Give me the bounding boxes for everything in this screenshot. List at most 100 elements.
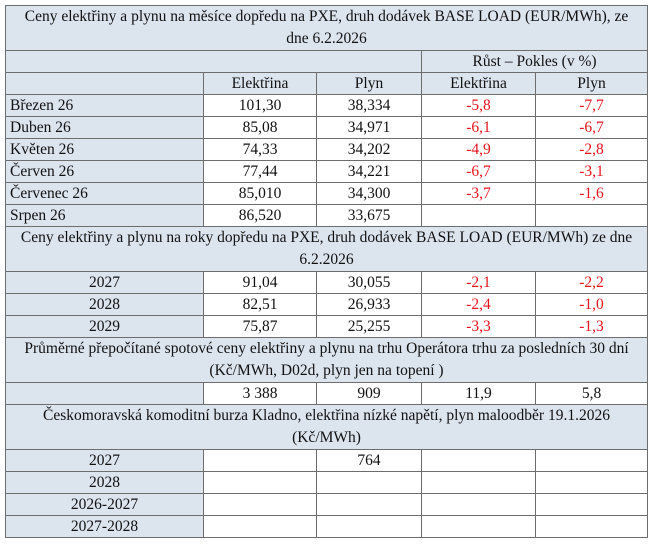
row-label: 2027 (5, 449, 204, 472)
change-cell (421, 471, 536, 494)
column-header: Elektřina (203, 72, 317, 95)
table-row: 3 388 909 11,9 5,8 (5, 382, 649, 405)
table-row: Českomoravská komoditní burza Kladno, el… (4, 404, 649, 450)
change-cell: -7,7 (534, 94, 649, 117)
column-header: Plyn (316, 72, 422, 95)
table-row: Srpen 26 86,520 33,675 (5, 204, 649, 227)
value-cell: 86,520 (203, 204, 317, 227)
row-label: 2028 (5, 471, 204, 494)
change-cell (421, 449, 536, 472)
change-cell: -6,7 (534, 116, 649, 139)
value-cell (203, 515, 317, 538)
row-label: 2027 (5, 271, 204, 294)
row-label: Duben 26 (5, 116, 204, 139)
value-cell: 85,010 (203, 182, 317, 205)
change-cell (421, 204, 536, 227)
value-cell: 85,08 (203, 116, 317, 139)
change-cell: -2,2 (534, 271, 649, 294)
row-label: Červen 26 (5, 160, 204, 183)
value-cell: 3 388 (203, 382, 317, 405)
change-cell: -2,4 (421, 293, 536, 316)
table-row: Duben 26 85,08 34,971 -6,1 -6,7 (5, 116, 649, 139)
value-cell: 909 (316, 382, 422, 405)
change-cell: -3,7 (421, 182, 536, 205)
table-row: Průměrné přepočítané spotové ceny elektř… (4, 337, 649, 383)
price-table: Ceny elektřiny a plynu na měsíce dopředu… (4, 5, 649, 538)
change-cell: -6,1 (421, 116, 536, 139)
change-cell (421, 493, 536, 516)
row-label: Květen 26 (5, 138, 204, 161)
change-cell: -2,8 (534, 138, 649, 161)
value-cell: 75,87 (203, 315, 317, 338)
row-label: 2026-2027 (5, 493, 204, 516)
value-cell (203, 471, 317, 494)
value-cell: 38,334 (316, 94, 422, 117)
column-header: Elektřina (421, 72, 536, 95)
row-label (5, 382, 204, 405)
value-cell (316, 471, 422, 494)
value-cell: 30,055 (316, 271, 422, 294)
row-label: Srpen 26 (5, 204, 204, 227)
value-cell: 74,33 (203, 138, 317, 161)
value-cell (203, 493, 317, 516)
column-header: Plyn (534, 72, 649, 95)
change-cell: -1,6 (534, 182, 649, 205)
header-cell (5, 50, 422, 73)
change-cell: 5,8 (534, 382, 649, 405)
value-cell: 25,255 (316, 315, 422, 338)
row-label: Červenec 26 (5, 182, 204, 205)
table-row: 2029 75,87 25,255 -3,3 -1,3 (5, 315, 649, 338)
table-row: 2027-2028 (5, 515, 649, 538)
change-cell (534, 493, 649, 516)
change-cell: -1,0 (534, 293, 649, 316)
table-row: Ceny elektřiny a plynu na měsíce dopředu… (4, 5, 649, 51)
value-cell: 82,51 (203, 293, 317, 316)
value-cell (316, 493, 422, 516)
change-cell: -5,8 (421, 94, 536, 117)
value-cell: 101,30 (203, 94, 317, 117)
change-cell (534, 471, 649, 494)
value-cell: 26,933 (316, 293, 422, 316)
table-row: Ceny elektřiny a plynu na roky dopředu n… (4, 226, 649, 272)
change-cell: -6,7 (421, 160, 536, 183)
value-cell: 34,202 (316, 138, 422, 161)
table-row: Červen 26 77,44 34,221 -6,7 -3,1 (5, 160, 649, 183)
table-row: Růst – Pokles (v %) (5, 50, 649, 73)
section-title: Českomoravská komoditní burza Kladno, el… (4, 404, 649, 450)
table-row: Červenec 26 85,010 34,300 -3,7 -1,6 (5, 182, 649, 205)
table-row: Elektřina Plyn Elektřina Plyn (5, 72, 649, 95)
group-header: Růst – Pokles (v %) (420, 50, 649, 73)
section-title: Ceny elektřiny a plynu na měsíce dopředu… (4, 5, 649, 51)
change-cell: -4,9 (421, 138, 536, 161)
change-cell (534, 204, 649, 227)
value-cell: 77,44 (203, 160, 317, 183)
value-cell: 33,675 (316, 204, 422, 227)
change-cell: -3,1 (534, 160, 649, 183)
row-label: 2028 (5, 293, 204, 316)
section-title: Ceny elektřiny a plynu na roky dopředu n… (4, 226, 649, 272)
header-cell (5, 72, 204, 95)
change-cell (421, 515, 536, 538)
value-cell (316, 515, 422, 538)
table-body: Ceny elektřiny a plynu na měsíce dopředu… (4, 5, 649, 538)
value-cell: 764 (316, 449, 422, 472)
table-row: Květen 26 74,33 34,202 -4,9 -2,8 (5, 138, 649, 161)
value-cell: 34,971 (316, 116, 422, 139)
change-cell (534, 449, 649, 472)
change-cell (534, 515, 649, 538)
table-row: 2027 764 (5, 449, 649, 472)
value-cell: 91,04 (203, 271, 317, 294)
table-row: 2027 91,04 30,055 -2,1 -2,2 (5, 271, 649, 294)
table-row: Březen 26 101,30 38,334 -5,8 -7,7 (5, 94, 649, 117)
change-cell: -1,3 (534, 315, 649, 338)
row-label: 2027-2028 (5, 515, 204, 538)
value-cell: 34,300 (316, 182, 422, 205)
table-row: 2028 (5, 471, 649, 494)
change-cell: 11,9 (421, 382, 536, 405)
table-row: 2028 82,51 26,933 -2,4 -1,0 (5, 293, 649, 316)
row-label: 2029 (5, 315, 204, 338)
change-cell: -3,3 (421, 315, 536, 338)
change-cell: -2,1 (421, 271, 536, 294)
value-cell (203, 449, 317, 472)
value-cell: 34,221 (316, 160, 422, 183)
